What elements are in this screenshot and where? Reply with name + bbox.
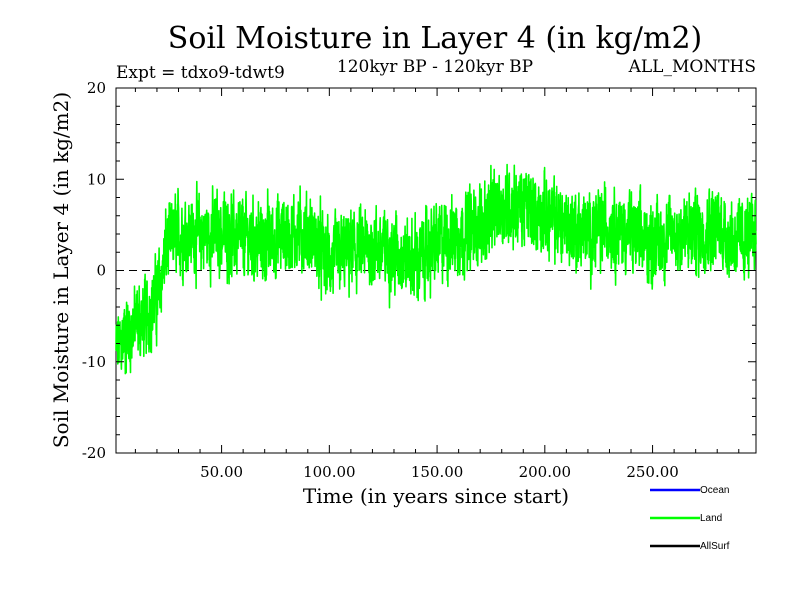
experiment-label: Expt = tdxo9-tdwt9: [116, 63, 285, 83]
x-tick-label: 250.00: [626, 463, 679, 481]
legend-label-allsurf: AllSurf: [700, 541, 730, 552]
legend: Ocean Land AllSurf: [650, 485, 730, 552]
y-tick-label: 0: [96, 262, 106, 280]
x-axis-label: Time (in years since start): [303, 484, 569, 508]
x-tick-label: 50.00: [200, 463, 243, 481]
x-tick-label: 100.00: [303, 463, 356, 481]
chart-title: Soil Moisture in Layer 4 (in kg/m2): [168, 21, 702, 56]
legend-label-land: Land: [700, 513, 722, 524]
y-axis-label: Soil Moisture in Layer 4 (in kg/m2): [49, 92, 73, 448]
x-tick-label: 150.00: [411, 463, 464, 481]
series-land-line: [115, 163, 757, 375]
y-tick-label: -10: [82, 353, 106, 371]
months-label: ALL_MONTHS: [628, 57, 756, 77]
x-axis-ticks: 50.00 100.00 150.00 200.00 250.00: [134, 88, 740, 481]
x-tick-label: 200.00: [519, 463, 572, 481]
y-tick-label: 20: [87, 79, 106, 97]
series-group: [115, 163, 757, 375]
legend-label-ocean: Ocean: [700, 485, 729, 496]
period-label: 120kyr BP - 120kyr BP: [337, 57, 533, 77]
y-tick-label: 10: [87, 170, 106, 188]
y-axis-ticks: -20 -10 0 10 20: [82, 79, 756, 462]
y-tick-label: -20: [82, 444, 106, 462]
